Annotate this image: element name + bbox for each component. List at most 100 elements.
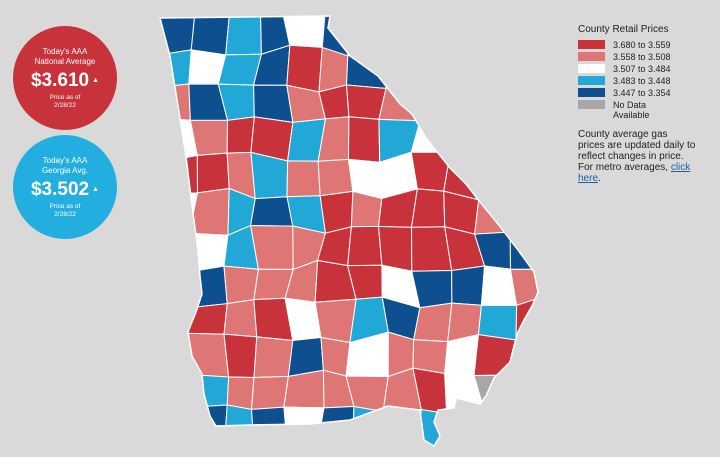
county-region[interactable] <box>413 302 453 343</box>
legend-swatch <box>578 88 605 97</box>
county-region[interactable] <box>474 80 513 126</box>
county-region[interactable] <box>226 116 255 154</box>
county-region[interactable] <box>160 374 198 414</box>
county-region[interactable] <box>508 405 544 446</box>
legend-item: 3.558 to 3.508 <box>578 52 708 63</box>
county-region[interactable] <box>317 158 354 197</box>
county-region[interactable] <box>474 123 510 160</box>
county-region[interactable] <box>249 196 294 227</box>
county-region[interactable] <box>223 299 258 338</box>
county-region[interactable] <box>473 334 517 376</box>
county-region[interactable] <box>414 14 448 51</box>
county-region[interactable] <box>160 262 194 309</box>
county-region[interactable] <box>345 14 387 57</box>
legend-title: County Retail Prices <box>578 24 669 35</box>
county-region[interactable] <box>253 84 294 123</box>
county-region[interactable] <box>508 47 544 91</box>
metro-averages-link[interactable]: click here <box>578 162 691 184</box>
state-outline <box>159 15 539 448</box>
national-average-badge: Today's AAA National Average $3.610 ▲ Pr… <box>13 26 117 130</box>
county-region[interactable] <box>160 307 189 344</box>
county-region[interactable] <box>444 334 480 376</box>
county-region[interactable] <box>474 47 513 91</box>
county-region[interactable] <box>505 154 544 201</box>
county-region[interactable] <box>160 154 198 196</box>
legend-item: 3.483 to 3.448 <box>578 76 708 87</box>
county-region[interactable] <box>515 331 544 378</box>
national-label-line2: National Average <box>34 56 96 66</box>
county-region[interactable] <box>476 14 518 53</box>
georgia-asof-label: Price as of <box>49 202 81 210</box>
county-region[interactable] <box>282 14 326 48</box>
county-region[interactable] <box>196 374 230 408</box>
county-region[interactable] <box>414 80 445 122</box>
county-region[interactable] <box>188 232 229 272</box>
county-region[interactable] <box>160 49 192 88</box>
county-region[interactable] <box>509 268 544 307</box>
county-region[interactable] <box>378 14 419 51</box>
county-region[interactable] <box>160 223 194 272</box>
county-region[interactable] <box>319 190 354 234</box>
county-region[interactable] <box>508 85 544 126</box>
county-region[interactable] <box>253 336 294 378</box>
county-region[interactable] <box>510 374 544 417</box>
county-region[interactable] <box>443 14 486 49</box>
georgia-price: $3.502 <box>30 178 90 200</box>
county-region[interactable] <box>509 190 544 233</box>
county-region[interactable] <box>442 80 477 125</box>
county-region[interactable] <box>385 49 419 89</box>
county-region[interactable] <box>451 265 486 306</box>
county-region[interactable] <box>477 405 512 446</box>
county-region[interactable] <box>185 332 230 378</box>
county-region[interactable] <box>226 376 255 410</box>
legend-swatch <box>578 52 605 61</box>
county-region[interactable] <box>474 199 516 235</box>
county-region[interactable] <box>345 49 387 89</box>
county-region[interactable] <box>160 14 196 56</box>
county-region[interactable] <box>443 46 486 83</box>
county-region[interactable] <box>474 158 516 201</box>
county-region[interactable] <box>352 405 384 446</box>
county-layer[interactable] <box>160 14 544 446</box>
county-region[interactable] <box>250 375 289 410</box>
county-region[interactable] <box>249 225 294 270</box>
county-region[interactable] <box>223 265 259 305</box>
county-region[interactable] <box>473 374 517 411</box>
county-region[interactable] <box>477 304 518 341</box>
county-region[interactable] <box>314 298 357 344</box>
county-region[interactable] <box>223 333 258 378</box>
county-region[interactable] <box>283 406 325 446</box>
county-region[interactable] <box>505 117 544 160</box>
county-region[interactable] <box>250 151 289 200</box>
legend-label: 3.447 to 3.354 <box>613 88 671 98</box>
county-region[interactable] <box>347 225 383 267</box>
county-region[interactable] <box>250 406 288 446</box>
legend-swatch <box>578 76 605 85</box>
county-region[interactable] <box>377 225 413 272</box>
county-region[interactable] <box>160 406 198 446</box>
county-region[interactable] <box>347 116 381 163</box>
county-region[interactable] <box>442 117 477 160</box>
county-region[interactable] <box>187 265 228 309</box>
county-region[interactable] <box>196 152 230 194</box>
national-asof-label: Price as of <box>49 93 81 101</box>
county-region[interactable] <box>287 336 324 377</box>
county-region[interactable] <box>286 44 323 93</box>
legend-item: 3.680 to 3.559 <box>578 40 708 51</box>
county-region[interactable] <box>412 339 449 375</box>
county-region[interactable] <box>508 14 544 53</box>
county-region[interactable] <box>410 188 446 228</box>
map-legend: County Retail Prices 3.680 to 3.559 3.558… <box>578 24 708 184</box>
county-region[interactable] <box>225 14 262 56</box>
county-region[interactable] <box>189 119 229 156</box>
county-region[interactable] <box>380 408 422 446</box>
county-region[interactable] <box>441 409 485 446</box>
county-region[interactable] <box>283 369 325 409</box>
georgia-county-map[interactable] <box>150 6 550 456</box>
county-region[interactable] <box>190 14 231 56</box>
legend-label: 3.507 to 3.484 <box>613 64 671 74</box>
county-region[interactable] <box>414 46 445 86</box>
county-region[interactable] <box>286 160 321 198</box>
county-region[interactable] <box>316 405 355 446</box>
note-end: . <box>598 173 601 184</box>
